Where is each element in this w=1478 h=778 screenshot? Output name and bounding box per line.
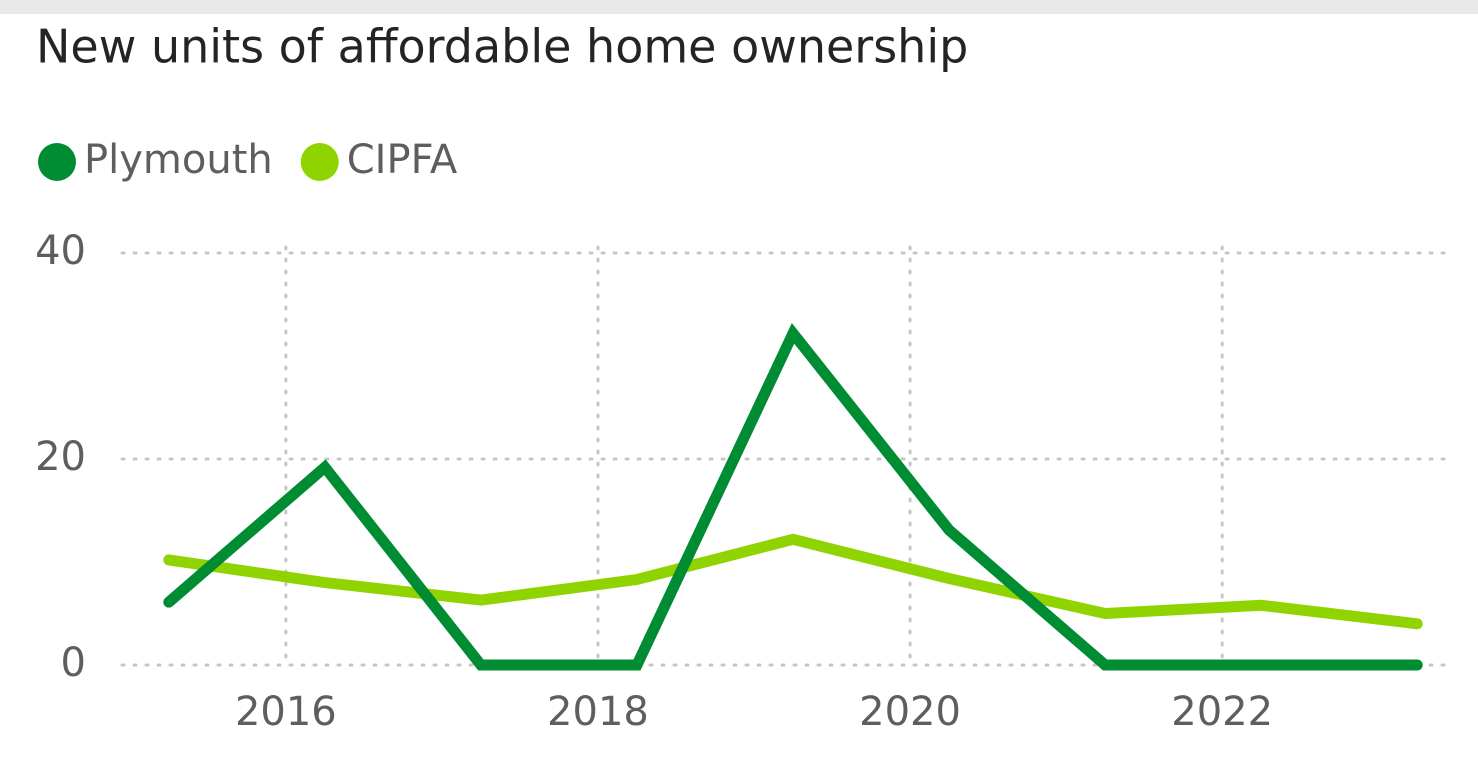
legend-marker bbox=[300, 143, 339, 181]
legend-label: Plymouth bbox=[84, 137, 273, 183]
y-tick-label: 0 bbox=[61, 640, 86, 686]
x-tick-label: 2020 bbox=[859, 689, 961, 735]
legend-label: CIPFA bbox=[347, 137, 458, 183]
card bbox=[0, 14, 1478, 778]
series-line bbox=[163, 533, 1423, 630]
x-tick-label: 2016 bbox=[235, 689, 337, 735]
x-tick-label: 2018 bbox=[547, 689, 649, 735]
legend-marker bbox=[38, 143, 76, 181]
y-tick-label: 40 bbox=[35, 228, 86, 274]
chart-title: New units of affordable home ownership bbox=[36, 20, 968, 74]
x-tick-label: 2022 bbox=[1171, 689, 1273, 735]
series-line bbox=[163, 322, 1423, 671]
y-tick-label: 20 bbox=[35, 434, 86, 480]
legend: Plymouth CIPFA bbox=[38, 137, 458, 183]
